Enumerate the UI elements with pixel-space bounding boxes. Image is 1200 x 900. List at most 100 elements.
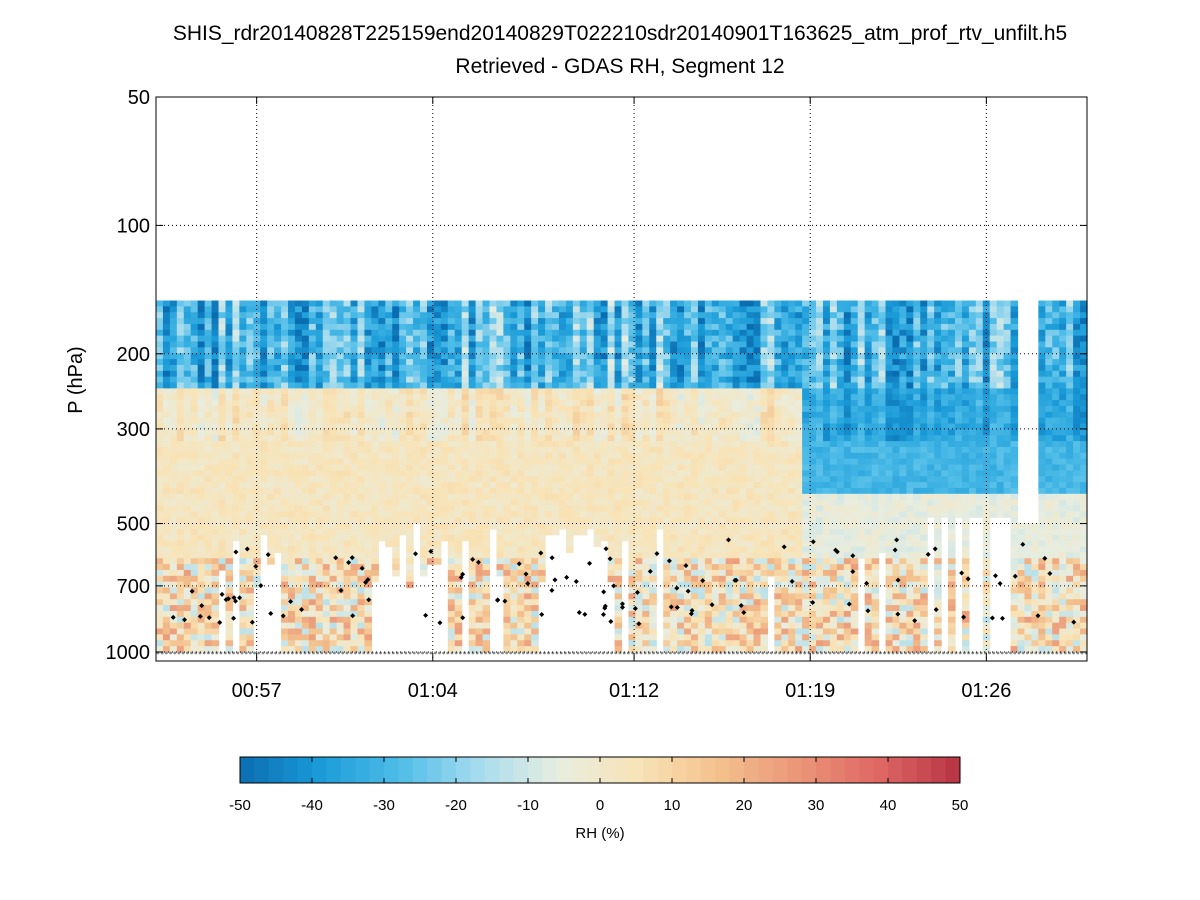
heatmap-cell	[496, 341, 504, 348]
heatmap-cell	[642, 622, 650, 630]
heatmap-cell	[781, 353, 789, 360]
heatmap-cell	[197, 306, 206, 313]
heatmap-cell	[413, 423, 421, 430]
heatmap-cell	[357, 540, 366, 548]
heatmap-cell	[704, 564, 713, 571]
heatmap-cell	[454, 505, 463, 512]
heatmap-cell	[364, 394, 372, 401]
heatmap-cell	[593, 487, 602, 495]
heatmap-cell	[454, 610, 463, 618]
heatmap-cell	[204, 610, 213, 618]
heatmap-cell	[593, 429, 602, 436]
heatmap-cell	[371, 458, 379, 466]
heatmap-cell	[649, 411, 657, 419]
heatmap-cell	[746, 587, 755, 594]
heatmap-cell	[531, 505, 539, 512]
heatmap-cell	[732, 329, 741, 337]
heatmap-cell	[538, 517, 546, 524]
heatmap-cell	[301, 341, 310, 348]
heatmap-cell	[670, 540, 678, 548]
heatmap-cell	[169, 388, 178, 395]
heatmap-cell	[579, 441, 588, 448]
heatmap-cell	[656, 400, 664, 407]
heatmap-cell	[343, 487, 352, 495]
heatmap-cell	[677, 441, 685, 448]
heatmap-cell	[267, 558, 275, 565]
heatmap-cell	[218, 341, 227, 348]
heatmap-cell	[433, 528, 442, 536]
heatmap-cell	[350, 341, 359, 348]
heatmap-cell	[663, 546, 671, 553]
heatmap-cell	[364, 564, 372, 571]
heatmap-cell	[350, 622, 359, 630]
heatmap-cell	[301, 359, 310, 366]
heatmap-cell	[531, 628, 539, 635]
heatmap-cell	[392, 306, 400, 313]
heatmap-cell	[684, 540, 692, 548]
heatmap-cell	[767, 411, 775, 419]
heatmap-cell	[718, 517, 727, 524]
heatmap-cell	[294, 634, 303, 641]
heatmap-cell	[343, 610, 352, 618]
heatmap-cell	[218, 441, 227, 448]
heatmap-cell	[211, 394, 220, 401]
heatmap-cell	[690, 370, 699, 378]
heatmap-cell	[684, 370, 692, 378]
heatmap-cell	[420, 318, 428, 325]
heatmap-cell	[690, 359, 699, 366]
heatmap-cell	[642, 405, 650, 413]
heatmap-cell	[190, 411, 199, 419]
heatmap-cell	[308, 370, 317, 378]
heatmap-cell	[176, 476, 185, 483]
heatmap-cell	[482, 646, 491, 653]
heatmap-cell	[454, 329, 463, 337]
heatmap-cell	[301, 306, 310, 313]
heatmap-cell	[531, 634, 539, 641]
heatmap-cell	[788, 370, 796, 378]
heatmap-cell	[656, 323, 664, 331]
heatmap-cell	[628, 540, 636, 548]
heatmap-cell	[746, 306, 755, 313]
heatmap-cell	[426, 446, 435, 454]
heatmap-cell	[774, 347, 782, 354]
heatmap-cell	[156, 441, 164, 448]
heatmap-cell	[315, 581, 324, 589]
heatmap-cell	[406, 523, 414, 530]
heatmap-cell	[572, 364, 581, 372]
heatmap-cell	[420, 499, 428, 507]
heatmap-cell	[503, 446, 511, 454]
heatmap-cell	[156, 353, 164, 360]
heatmap-cell	[531, 329, 539, 337]
heatmap-cell	[156, 511, 164, 518]
heatmap-cell	[538, 312, 546, 319]
heatmap-cell	[288, 435, 296, 442]
heatmap-cell	[711, 394, 720, 401]
heatmap-cell	[524, 599, 532, 606]
heatmap-cell	[677, 599, 685, 606]
heatmap-cell	[454, 640, 463, 647]
heatmap-cell	[677, 487, 685, 495]
heatmap-cell	[399, 464, 407, 471]
heatmap-cell	[308, 476, 317, 483]
heatmap-cell	[781, 528, 789, 536]
heatmap-cell	[336, 564, 345, 571]
heatmap-cell	[322, 534, 331, 542]
heatmap-cell	[614, 558, 623, 565]
heatmap-cell	[232, 411, 240, 419]
heatmap-cell	[274, 429, 282, 436]
heatmap-cell	[677, 312, 685, 319]
heatmap-cell	[753, 564, 762, 571]
heatmap-cell	[781, 634, 789, 641]
heatmap-cell	[572, 400, 581, 407]
heatmap-cell	[176, 429, 185, 436]
heatmap-cell	[232, 329, 240, 337]
heatmap-cell	[649, 300, 657, 307]
heatmap-cell	[156, 523, 164, 530]
heatmap-cell	[357, 323, 366, 331]
heatmap-cell	[642, 628, 650, 635]
heatmap-cell	[690, 464, 699, 471]
heatmap-cell	[336, 446, 345, 454]
heatmap-cell	[579, 323, 588, 331]
heatmap-cell	[371, 435, 379, 442]
heatmap-cell	[628, 441, 636, 448]
